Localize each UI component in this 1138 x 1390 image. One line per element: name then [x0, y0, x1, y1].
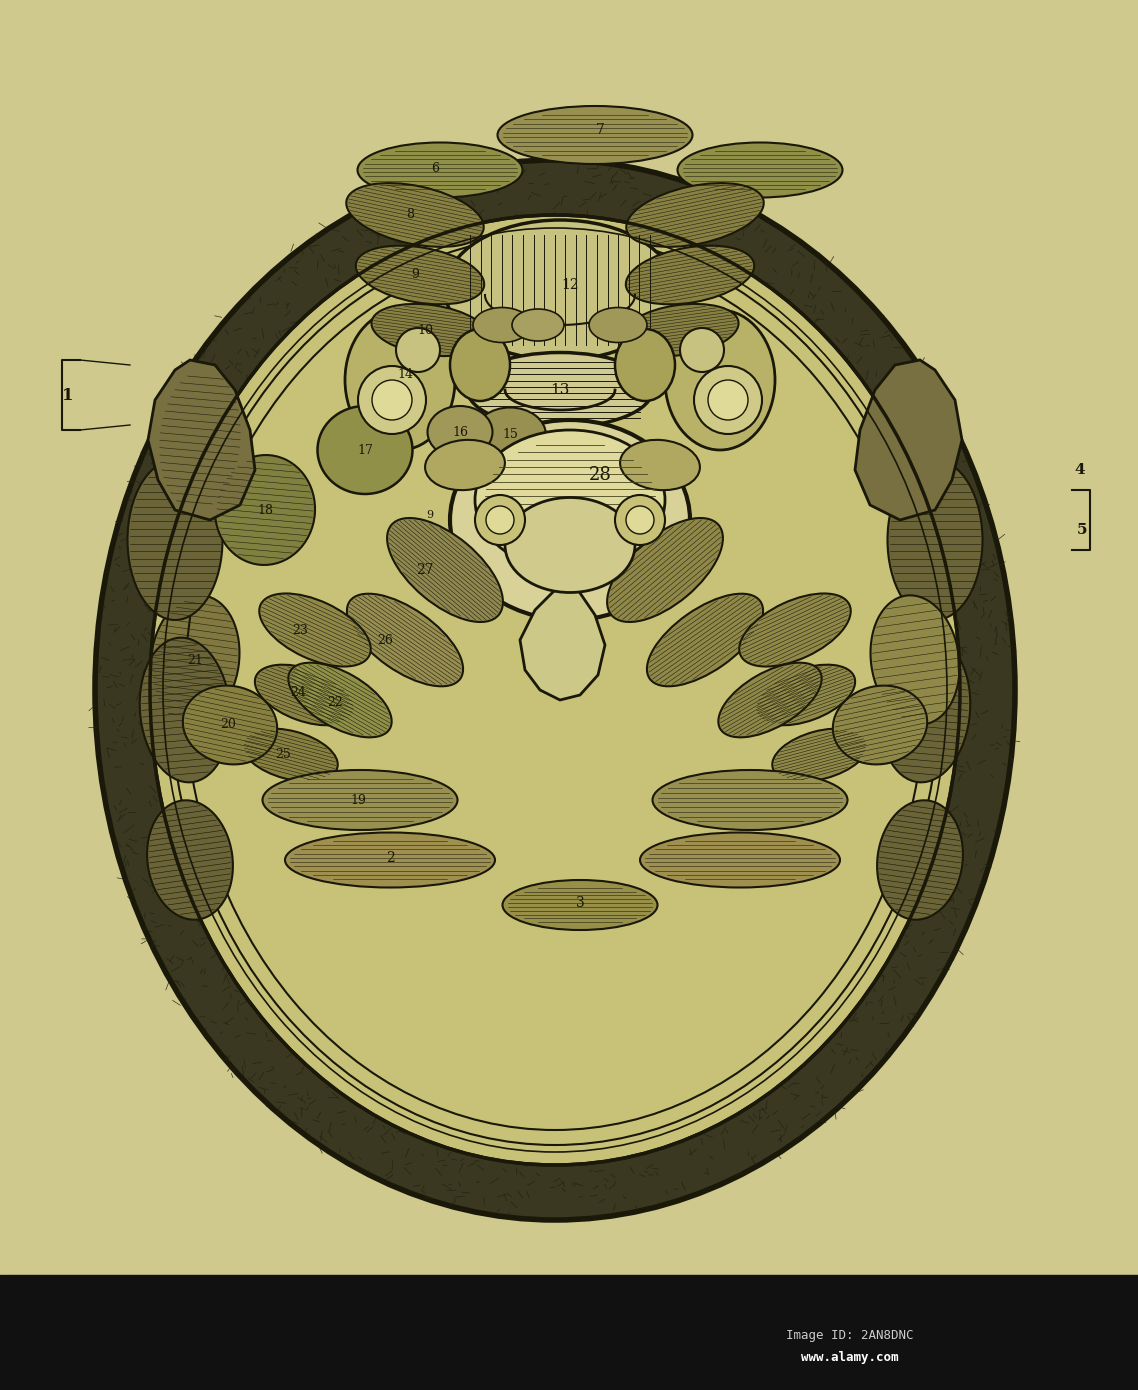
Ellipse shape	[646, 594, 764, 687]
Ellipse shape	[450, 420, 690, 620]
Ellipse shape	[626, 246, 754, 304]
Ellipse shape	[387, 518, 503, 621]
Ellipse shape	[640, 833, 840, 887]
Text: 4: 4	[1074, 463, 1086, 477]
Text: 10: 10	[417, 324, 432, 336]
Text: 14: 14	[397, 368, 413, 381]
Text: 13: 13	[551, 384, 570, 398]
Ellipse shape	[428, 406, 493, 457]
Ellipse shape	[473, 307, 531, 342]
Ellipse shape	[150, 215, 960, 1165]
Circle shape	[486, 506, 514, 534]
Text: 19: 19	[351, 794, 366, 806]
Ellipse shape	[615, 329, 675, 400]
Ellipse shape	[357, 143, 522, 197]
Ellipse shape	[503, 880, 658, 930]
Text: 1: 1	[63, 386, 74, 403]
Text: 5: 5	[1077, 523, 1087, 537]
Ellipse shape	[127, 460, 223, 620]
Circle shape	[358, 366, 426, 434]
Circle shape	[681, 328, 724, 373]
Ellipse shape	[468, 353, 652, 428]
Ellipse shape	[589, 307, 648, 342]
Ellipse shape	[284, 833, 495, 887]
Ellipse shape	[356, 246, 484, 304]
Ellipse shape	[880, 638, 971, 783]
Text: 22: 22	[327, 695, 343, 709]
Ellipse shape	[371, 304, 488, 356]
Ellipse shape	[620, 439, 700, 491]
Text: 23: 23	[292, 624, 308, 637]
Text: 24: 24	[290, 687, 306, 699]
Text: 12: 12	[561, 278, 579, 292]
Ellipse shape	[345, 310, 455, 450]
Ellipse shape	[150, 595, 239, 724]
Circle shape	[475, 495, 525, 545]
Ellipse shape	[347, 594, 463, 687]
Text: 6: 6	[431, 161, 439, 175]
Ellipse shape	[740, 594, 851, 667]
Text: 27: 27	[417, 563, 434, 577]
Ellipse shape	[147, 801, 233, 920]
Text: 16: 16	[452, 425, 468, 438]
Ellipse shape	[242, 728, 338, 781]
Circle shape	[396, 328, 440, 373]
Ellipse shape	[877, 801, 963, 920]
Ellipse shape	[259, 594, 371, 667]
Ellipse shape	[773, 728, 868, 781]
Ellipse shape	[718, 663, 822, 737]
Ellipse shape	[94, 160, 1015, 1220]
Ellipse shape	[497, 106, 693, 164]
Text: 28: 28	[588, 466, 611, 484]
Text: 25: 25	[275, 748, 291, 762]
Text: www.alamy.com: www.alamy.com	[801, 1351, 899, 1365]
Text: 20: 20	[220, 719, 236, 731]
Polygon shape	[148, 360, 255, 520]
Text: 8: 8	[406, 208, 414, 221]
Text: 17: 17	[357, 443, 373, 456]
Text: Image ID: 2AN8DNC: Image ID: 2AN8DNC	[786, 1329, 914, 1341]
Ellipse shape	[607, 518, 723, 621]
Ellipse shape	[475, 430, 665, 570]
Ellipse shape	[833, 685, 927, 764]
Text: 21: 21	[187, 653, 203, 666]
Ellipse shape	[263, 770, 457, 830]
Ellipse shape	[140, 638, 230, 783]
Text: 7: 7	[595, 122, 604, 138]
Text: 15: 15	[502, 428, 518, 442]
Ellipse shape	[677, 143, 842, 197]
Ellipse shape	[665, 310, 775, 450]
Ellipse shape	[871, 595, 959, 724]
Ellipse shape	[318, 406, 412, 493]
Ellipse shape	[754, 664, 855, 726]
Ellipse shape	[626, 183, 764, 247]
Text: 9: 9	[411, 268, 419, 282]
Ellipse shape	[475, 407, 546, 463]
Ellipse shape	[888, 460, 982, 620]
Circle shape	[372, 379, 412, 420]
Ellipse shape	[512, 309, 564, 341]
Circle shape	[626, 506, 654, 534]
Text: 18: 18	[257, 503, 273, 517]
Circle shape	[694, 366, 762, 434]
Ellipse shape	[288, 663, 391, 737]
Circle shape	[708, 379, 748, 420]
Text: 2: 2	[386, 851, 395, 865]
Text: 26: 26	[377, 634, 393, 646]
Ellipse shape	[450, 329, 510, 400]
Ellipse shape	[183, 685, 278, 764]
Polygon shape	[520, 582, 605, 701]
Polygon shape	[855, 360, 962, 520]
Ellipse shape	[621, 304, 739, 356]
Circle shape	[615, 495, 665, 545]
Ellipse shape	[445, 220, 675, 360]
Ellipse shape	[505, 498, 635, 592]
Ellipse shape	[255, 664, 355, 726]
Text: 9: 9	[427, 510, 434, 520]
Text: 3: 3	[576, 897, 585, 910]
Ellipse shape	[346, 183, 484, 247]
Ellipse shape	[426, 439, 505, 491]
Ellipse shape	[652, 770, 848, 830]
Ellipse shape	[215, 455, 315, 564]
